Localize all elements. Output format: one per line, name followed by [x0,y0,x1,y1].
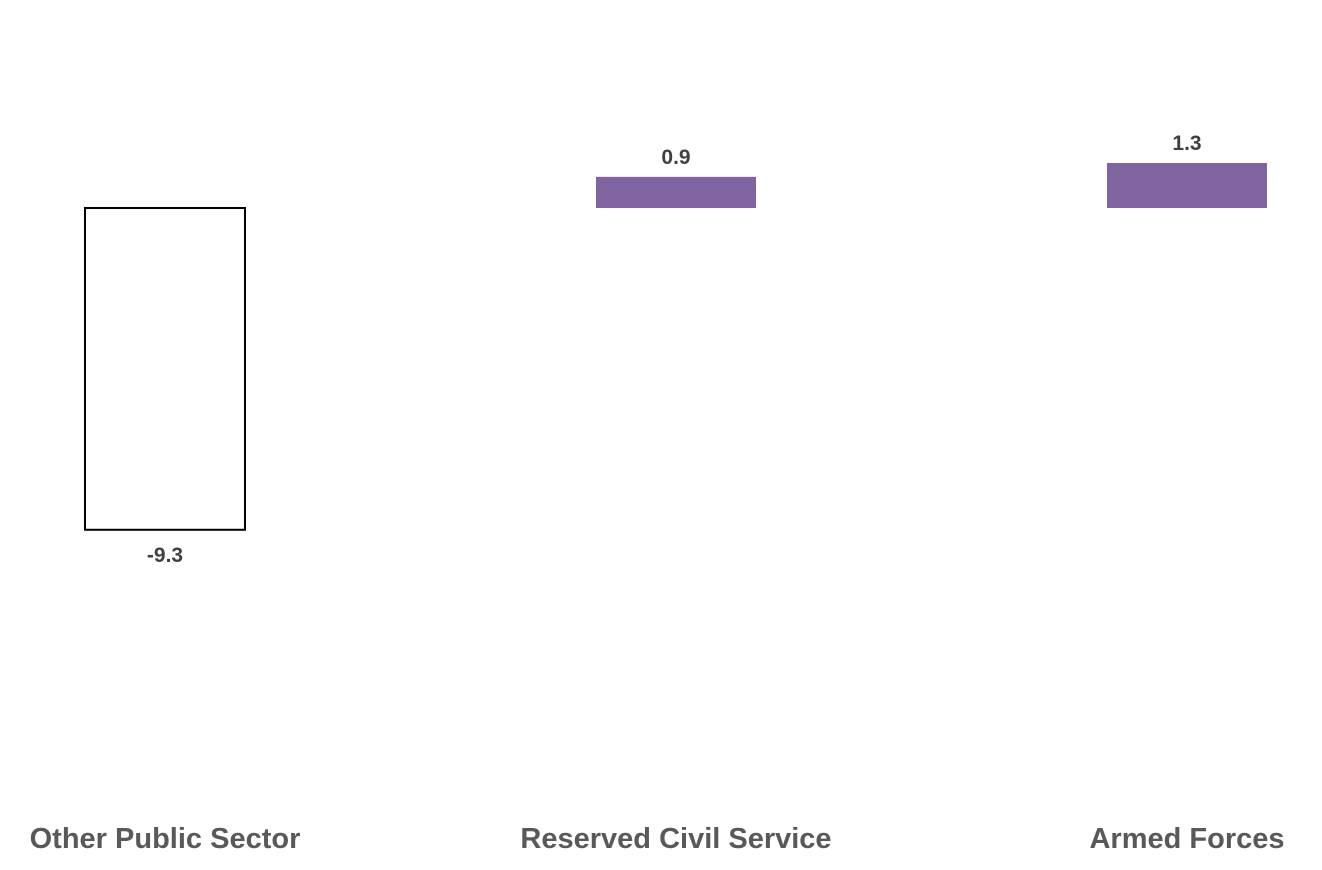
bar-reserved-civil-service [596,176,756,208]
value-label-armed-forces: 1.3 [1172,132,1201,155]
category-label-reserved-civil-service: Reserved Civil Service [520,823,831,855]
value-label-other-public-sector: -9.3 [147,544,183,567]
category-labels-layer: Other Public Sector Reserved Civil Servic… [30,823,1285,855]
bar-armed-forces [1107,163,1267,208]
value-labels-layer: -9.3 0.9 1.3 [147,132,1202,567]
category-label-armed-forces: Armed Forces [1089,823,1284,855]
category-label-other-public-sector: Other Public Sector [30,823,301,855]
bars-layer [84,163,1267,531]
value-label-reserved-civil-service: 0.9 [661,146,690,169]
bar-other-public-sector [84,207,246,531]
